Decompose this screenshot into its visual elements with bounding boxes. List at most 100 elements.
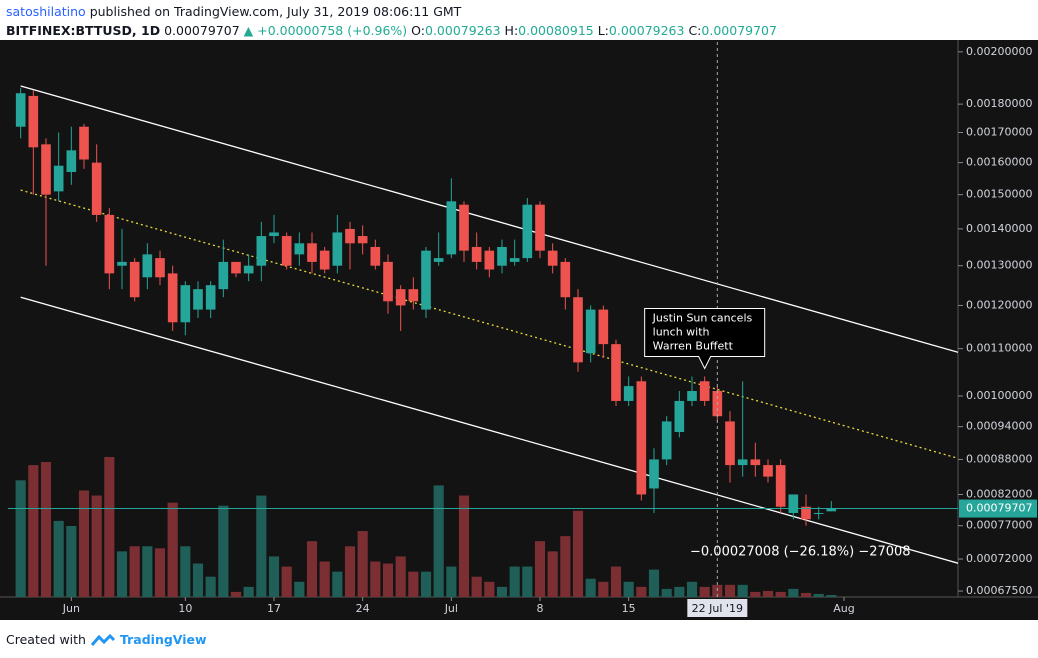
- candle-body: [623, 386, 634, 401]
- plot: [15, 85, 958, 597]
- volume-bar: [116, 551, 128, 597]
- y-tick-label: 0.00067500: [966, 584, 1032, 597]
- volume-bar: [420, 571, 432, 597]
- candle-body: [104, 214, 115, 274]
- volume-bar: [344, 546, 356, 597]
- volume-bar: [433, 485, 444, 597]
- volume-bar: [610, 566, 622, 597]
- last-price-box: [959, 499, 1037, 518]
- callout: [644, 307, 766, 370]
- volume-bar: [15, 480, 26, 597]
- user[interactable]: satoshilatino: [6, 4, 86, 19]
- crosshair-label: 22 Jul '19: [692, 602, 743, 615]
- candle-body: [256, 236, 267, 266]
- candle-body: [218, 261, 229, 290]
- candle-body: [231, 261, 241, 274]
- change: ▲ +0.00000758 (+0.96%): [243, 23, 408, 38]
- candle-body: [522, 204, 533, 259]
- candle-body: [750, 459, 761, 466]
- crosshair-box: [687, 599, 748, 617]
- ohlc-value: 0.00079263: [608, 23, 685, 38]
- volume-bar: [484, 581, 495, 597]
- candle-body: [294, 243, 305, 255]
- volume-bar: [306, 541, 318, 597]
- ohlc-key: C:: [688, 23, 702, 38]
- volume-bar: [40, 462, 52, 597]
- volume-bar: [572, 510, 584, 597]
- volume-bar: [370, 561, 381, 597]
- y-tick-label: 0.00100000: [966, 389, 1032, 402]
- volume-bar: [268, 556, 280, 597]
- candle-body: [497, 246, 507, 266]
- volume-bar: [91, 495, 102, 597]
- candle-body: [560, 261, 571, 298]
- volume-bar: [661, 588, 672, 597]
- logo: [90, 633, 116, 646]
- candle-body: [611, 344, 621, 401]
- header-line: satoshilatino published on TradingView.c…: [6, 2, 777, 21]
- volume-bar: [382, 563, 394, 597]
- background: [0, 40, 1038, 620]
- candle-body: [585, 309, 596, 354]
- candle-body: [357, 236, 368, 244]
- volume-bar: [509, 566, 520, 597]
- candle-body: [459, 204, 469, 251]
- volume-bar: [800, 592, 812, 597]
- chart: 0.00200000 0.00180000 0.00170000 0.00160000…: [0, 40, 1038, 620]
- candle-body: [775, 465, 786, 507]
- volume-bar: [750, 591, 761, 597]
- volume-bar: [623, 581, 634, 597]
- volume-bar: [281, 566, 292, 597]
- y-tick-label: 0.00082000: [966, 487, 1032, 500]
- ohlc-key: L:: [597, 23, 609, 38]
- candle-body: [636, 381, 647, 495]
- volume-bar: [458, 495, 470, 597]
- candle-body: [801, 506, 811, 520]
- candle-body: [205, 285, 216, 310]
- ohlc: O:0.00079263 H:0.00080915 L:0.00079263 C…: [411, 23, 777, 38]
- candle-body: [535, 204, 545, 251]
- volume-bar: [357, 531, 368, 597]
- candle-body: [243, 265, 254, 274]
- candle-body: [345, 228, 355, 244]
- candle-body: [28, 95, 39, 148]
- candle-body: [421, 250, 431, 310]
- y-tick-label: 0.00180000: [966, 97, 1032, 110]
- candle-body: [15, 93, 26, 127]
- candle-body: [269, 232, 279, 237]
- x-tick-label: Jun: [62, 602, 80, 615]
- y-tick-label: 0.00072000: [966, 552, 1032, 565]
- brand[interactable]: TradingView: [119, 632, 207, 647]
- candle-body: [91, 162, 102, 215]
- volume-bar: [218, 505, 229, 597]
- volume-bar: [788, 588, 799, 597]
- volume-bar: [408, 571, 419, 597]
- symbol: BITFINEX:BTTUSD, 1D: [6, 23, 161, 38]
- volume-bar: [560, 536, 571, 597]
- y-tick-label: 0.00150000: [966, 188, 1032, 201]
- y-tick-label: 0.00160000: [966, 156, 1032, 169]
- volume-bar: [180, 546, 191, 597]
- volume-bar: [243, 586, 254, 597]
- volume-bar: [699, 586, 710, 597]
- candle-body: [573, 297, 583, 363]
- volume-bar: [395, 556, 406, 597]
- ohlc-value: 0.00079263: [425, 23, 501, 38]
- candle-body: [484, 250, 495, 270]
- header-line: BITFINEX:BTTUSD, 1D 0.00079707 ▲ +0.0000…: [6, 21, 777, 40]
- candle-body: [129, 261, 140, 298]
- candle-body: [433, 258, 444, 262]
- candle-body: [370, 246, 381, 266]
- x-tick-label: Aug: [833, 602, 854, 615]
- volume-bar: [598, 581, 609, 597]
- y-tick-label: 0.00077000: [966, 519, 1032, 532]
- annotation-text: Justin Sun cancels: [652, 311, 753, 324]
- candle-body: [471, 246, 482, 262]
- candle-body: [649, 459, 659, 489]
- candle-body: [446, 201, 457, 255]
- volume-bar: [230, 591, 242, 597]
- measure-label: −0.00027008 (−26.18%) −27008: [690, 545, 911, 560]
- candle-body: [737, 459, 748, 466]
- x-tick-label: 10: [178, 602, 192, 615]
- candle-body: [509, 258, 520, 262]
